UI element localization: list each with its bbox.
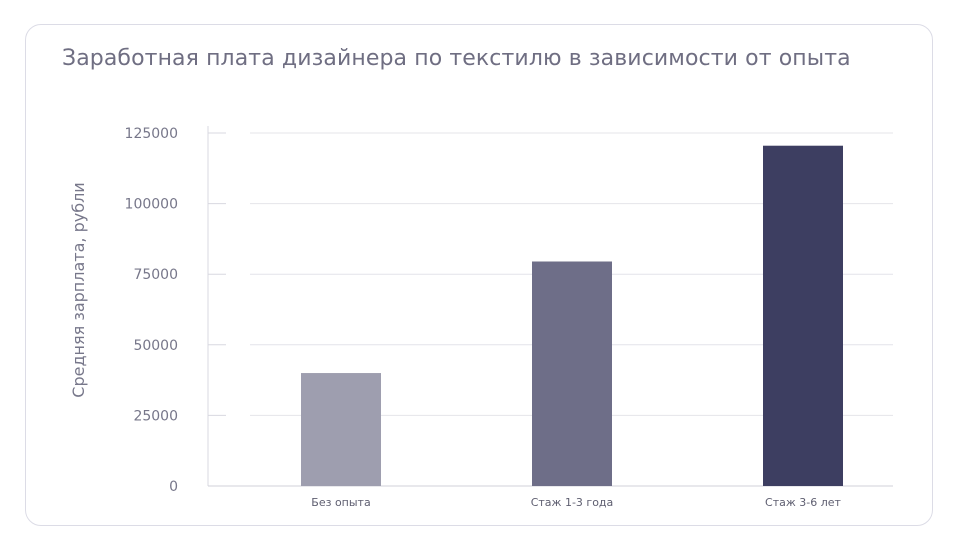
- x-tick-label: Стаж 1-3 года: [531, 496, 614, 509]
- x-tick-label: Стаж 3-6 лет: [765, 496, 841, 509]
- bars: [301, 145, 843, 486]
- y-axis-label: Средняя зарплата, рубли: [69, 182, 88, 397]
- y-tick-label: 0: [169, 479, 178, 495]
- bar: [301, 373, 381, 486]
- y-tick-labels: 0 25000 50000 75000 100000 125000: [125, 126, 178, 495]
- y-tick-label: 100000: [125, 197, 178, 213]
- y-tick-label: 125000: [125, 126, 178, 142]
- chart-title: Заработная плата дизайнера по текстилю в…: [62, 46, 851, 71]
- x-tick-labels: Без опыта Стаж 1-3 года Стаж 3-6 лет: [311, 496, 841, 509]
- x-tick-label: Без опыта: [311, 496, 370, 509]
- y-tick-label: 25000: [133, 408, 178, 424]
- y-tick-label: 75000: [133, 267, 178, 283]
- bar: [763, 145, 843, 486]
- bar: [532, 261, 612, 486]
- y-tick-label: 50000: [133, 338, 178, 354]
